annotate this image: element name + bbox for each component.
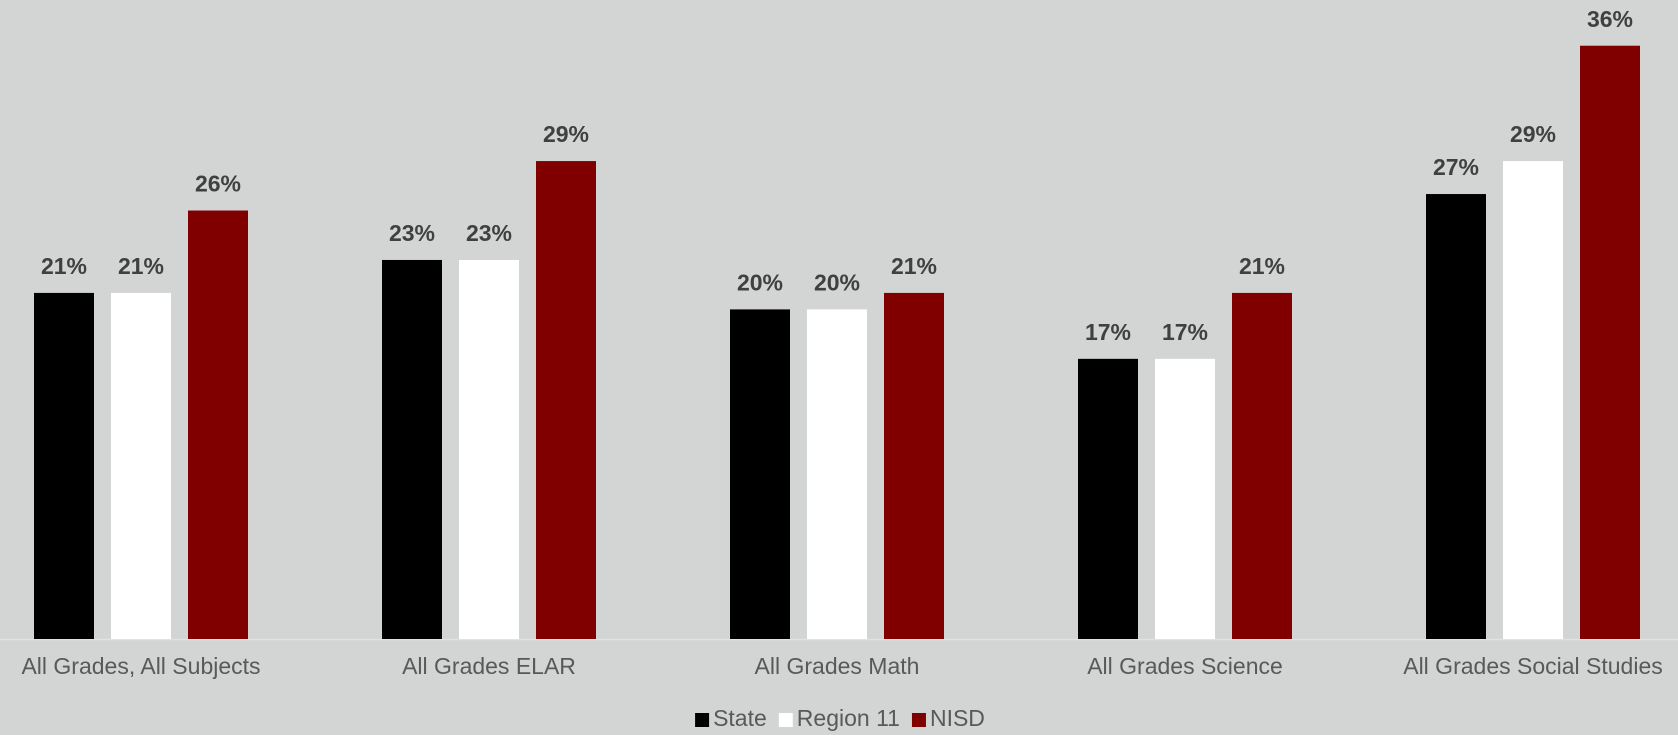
data-label: 23% [466,220,512,246]
data-label: 20% [737,269,783,295]
data-label: 17% [1162,319,1208,345]
bar [1503,161,1563,639]
bar [111,292,171,639]
bar [188,210,248,639]
data-label: 29% [543,121,589,147]
bar [1426,194,1486,640]
bar [1580,45,1640,640]
data-label: 29% [1510,121,1556,147]
data-label: 20% [814,269,860,295]
bar [730,309,790,639]
bar [34,292,94,639]
x-tick-label: All Grades ELAR [402,653,576,679]
bar [1078,358,1138,639]
legend-label: NISD [930,705,985,731]
bar [382,259,442,639]
data-label: 36% [1587,6,1633,32]
x-tick-label: All Grades Science [1087,653,1283,679]
bar [459,259,519,639]
bar [1232,292,1292,639]
bar [1155,358,1215,639]
legend-marker [695,713,710,727]
data-label: 27% [1433,154,1479,180]
bar [807,309,867,639]
data-label: 21% [891,253,937,279]
legend-marker [911,713,926,727]
data-label: 26% [195,171,241,197]
data-label: 21% [118,253,164,279]
data-label: 21% [1239,253,1285,279]
bar [884,292,944,639]
data-label: 21% [41,253,87,279]
x-tick-label: All Grades Social Studies [1403,653,1663,679]
bar [536,161,596,639]
x-tick-label: All Grades Math [755,653,920,679]
data-label: 17% [1085,319,1131,345]
legend-label: State [713,705,767,731]
data-label: 23% [389,220,435,246]
legend-marker [778,713,793,727]
legend-label: Region 11 [797,705,900,731]
x-tick-label: All Grades, All Subjects [21,653,260,679]
